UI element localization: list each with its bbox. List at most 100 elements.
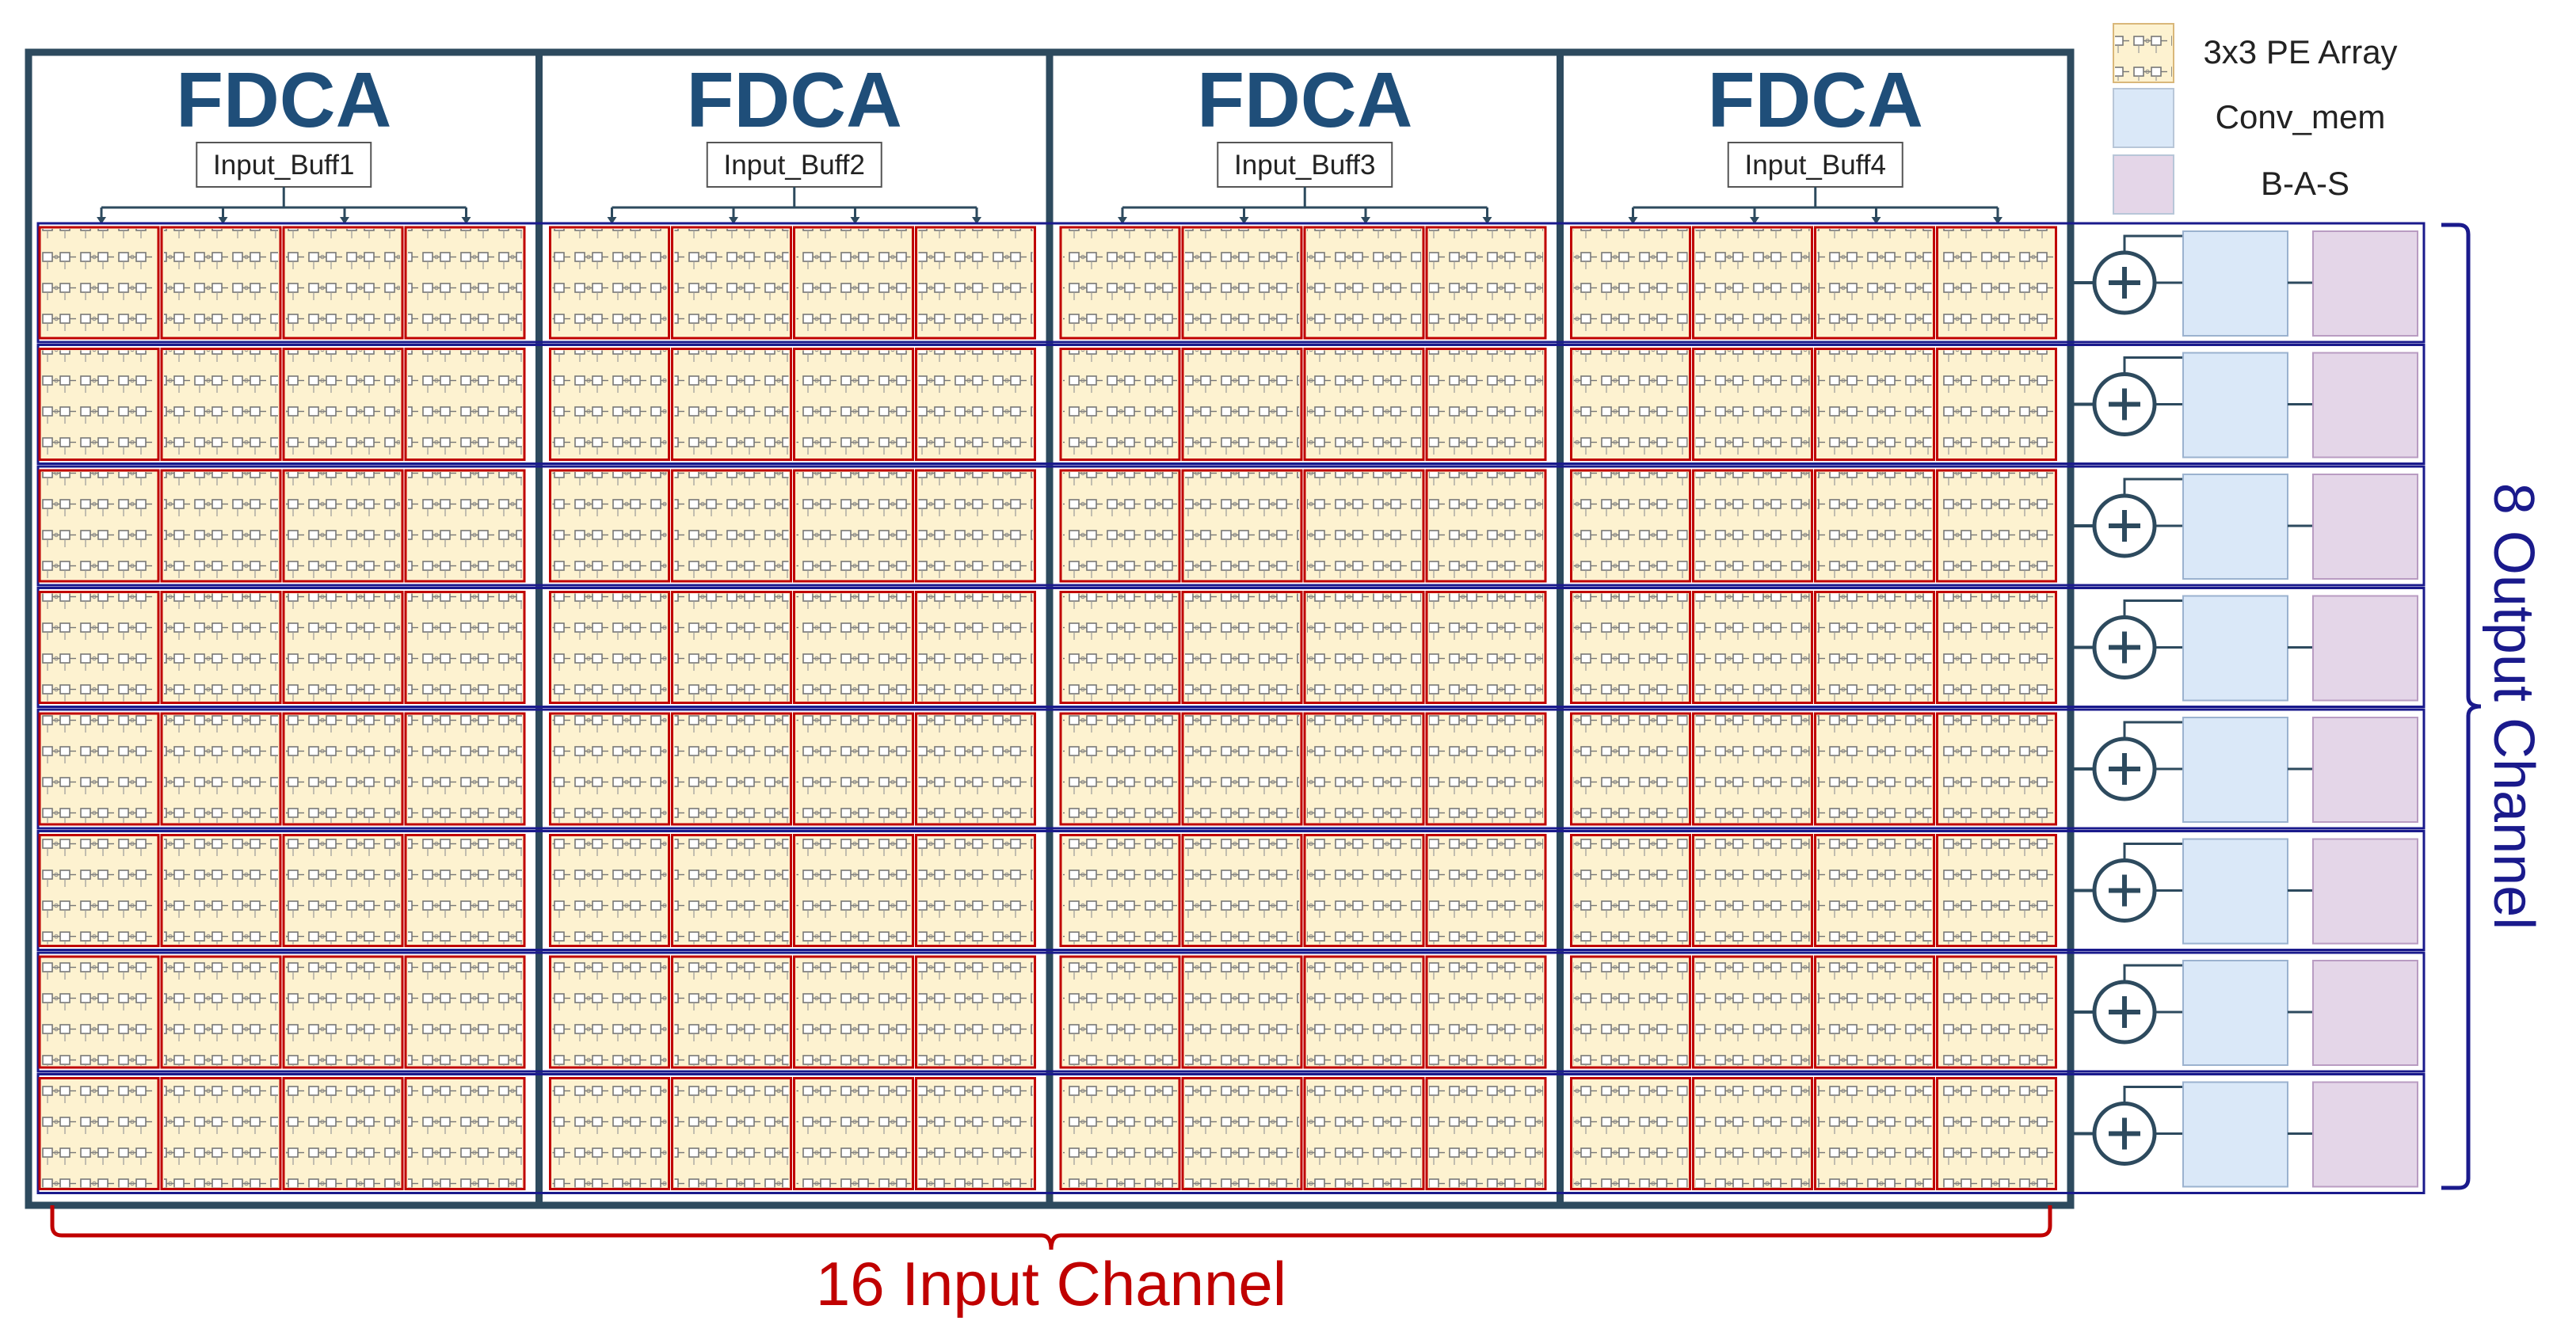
output-row-outline bbox=[36, 222, 2425, 344]
pe-array-grid bbox=[552, 472, 667, 580]
pe-array-grid bbox=[164, 715, 278, 823]
pe-array-grid bbox=[796, 715, 911, 823]
conv-mem-block bbox=[2182, 1081, 2288, 1188]
bas-block bbox=[2312, 352, 2418, 459]
pe-array-grid bbox=[1817, 229, 1932, 337]
pe-array-grid bbox=[1429, 350, 1543, 459]
pe-array-grid bbox=[1573, 958, 1688, 1066]
pe-array-grid bbox=[1185, 958, 1299, 1066]
pe-array-grid bbox=[1817, 593, 1932, 702]
feedback-wire bbox=[2123, 478, 2186, 496]
pe-array-grid bbox=[1185, 715, 1299, 823]
pe-array-grid bbox=[1695, 715, 1810, 823]
pe-array-grid bbox=[1307, 472, 1421, 580]
pe-array-grid bbox=[918, 958, 1033, 1066]
feedback-wire bbox=[2123, 843, 2186, 861]
legend-label: Conv_mem bbox=[2216, 98, 2386, 135]
pe-array-grid bbox=[1063, 1079, 1177, 1188]
output-row-outline bbox=[36, 951, 2425, 1073]
pe-array-grid bbox=[1063, 229, 1177, 337]
output-row-outline bbox=[36, 465, 2425, 587]
output-row-outline bbox=[36, 1073, 2425, 1194]
pe-array-grid bbox=[286, 715, 400, 823]
conv-mem-block bbox=[2182, 352, 2288, 459]
input-channel-label: 16 Input Channel bbox=[816, 1249, 1286, 1319]
pe-array-grid bbox=[1695, 836, 1810, 945]
pe-array-grid bbox=[1573, 593, 1688, 702]
pe-array-grid bbox=[42, 593, 156, 702]
pe-array-grid bbox=[42, 229, 156, 337]
pe-array-grid bbox=[1307, 350, 1421, 459]
arrow-head bbox=[340, 217, 349, 224]
pe-array-grid bbox=[796, 1079, 911, 1188]
pe-array-grid bbox=[1695, 472, 1810, 580]
pe-array-grid bbox=[1817, 350, 1932, 459]
pe-array-grid bbox=[408, 350, 522, 459]
pe-array-grid bbox=[1573, 715, 1688, 823]
bas-block bbox=[2312, 717, 2418, 823]
output-row-outline bbox=[36, 587, 2425, 708]
input-buffer-label: Input_Buff2 bbox=[724, 150, 865, 181]
pe-array-grid bbox=[286, 1079, 400, 1188]
pe-array-grid bbox=[918, 1079, 1033, 1188]
pe-array-grid bbox=[164, 593, 278, 702]
pe-array-grid bbox=[1185, 1079, 1299, 1188]
pe-array-grid bbox=[1429, 715, 1543, 823]
bas-block bbox=[2312, 230, 2418, 337]
pe-array-grid bbox=[918, 836, 1033, 945]
pe-array-grid bbox=[1063, 472, 1177, 580]
pe-array-grid bbox=[1307, 715, 1421, 823]
feedback-wire bbox=[2123, 964, 2186, 982]
output-channel-bracket bbox=[2441, 223, 2482, 1190]
arrow-head bbox=[97, 217, 106, 224]
pe-array-grid bbox=[918, 229, 1033, 337]
legend-swatch-conv-mem bbox=[2113, 88, 2174, 148]
pe-array-grid bbox=[918, 350, 1033, 459]
pe-array-grid bbox=[408, 715, 522, 823]
pe-array-grid bbox=[286, 350, 400, 459]
arrow-head bbox=[1993, 217, 2002, 224]
pe-array-grid bbox=[164, 350, 278, 459]
bas-block bbox=[2312, 960, 2418, 1066]
pe-array-grid bbox=[1573, 229, 1688, 337]
arrow-head bbox=[729, 217, 738, 224]
pe-array-grid bbox=[286, 229, 400, 337]
pe-array-grid bbox=[796, 472, 911, 580]
output-row-outline bbox=[36, 344, 2425, 465]
arrow-head bbox=[1239, 217, 1249, 224]
pe-array-grid bbox=[674, 593, 789, 702]
pe-array-grid bbox=[1573, 1079, 1688, 1188]
input-buffer-label: Input_Buff1 bbox=[213, 150, 354, 181]
pe-array-grid bbox=[1939, 229, 2054, 337]
pe-array-grid bbox=[1429, 472, 1543, 580]
input-buffer-label: Input_Buff3 bbox=[1234, 150, 1375, 181]
pe-array-grid bbox=[1185, 472, 1299, 580]
pe-array-grid bbox=[42, 958, 156, 1066]
pe-array-grid bbox=[1063, 836, 1177, 945]
pe-array-grid bbox=[1429, 958, 1543, 1066]
pe-array-grid bbox=[1307, 229, 1421, 337]
fdca-title: FDCA bbox=[1197, 56, 1412, 143]
pe-array-grid bbox=[286, 958, 400, 1066]
pe-array-grid bbox=[286, 472, 400, 580]
conv-mem-block bbox=[2182, 717, 2288, 823]
pe-array-grid bbox=[1185, 350, 1299, 459]
pe-array-grid bbox=[1695, 350, 1810, 459]
pe-array-grid bbox=[918, 593, 1033, 702]
bas-block bbox=[2312, 838, 2418, 945]
pe-array-grid bbox=[674, 836, 789, 945]
legend-label: 3x3 PE Array bbox=[2203, 33, 2397, 70]
pe-array-grid bbox=[674, 229, 789, 337]
pe-array-grid bbox=[552, 229, 667, 337]
arrow-head bbox=[607, 217, 617, 224]
input-channel-bracket bbox=[50, 1205, 2052, 1250]
arrow-head bbox=[1482, 217, 1492, 224]
output-row-outline bbox=[36, 708, 2425, 830]
pe-array-grid bbox=[1695, 593, 1810, 702]
pe-array-grid bbox=[1573, 350, 1688, 459]
pe-array-grid bbox=[286, 593, 400, 702]
pe-array-grid bbox=[918, 472, 1033, 580]
conv-mem-block bbox=[2182, 595, 2288, 702]
pe-array-grid bbox=[164, 1079, 278, 1188]
